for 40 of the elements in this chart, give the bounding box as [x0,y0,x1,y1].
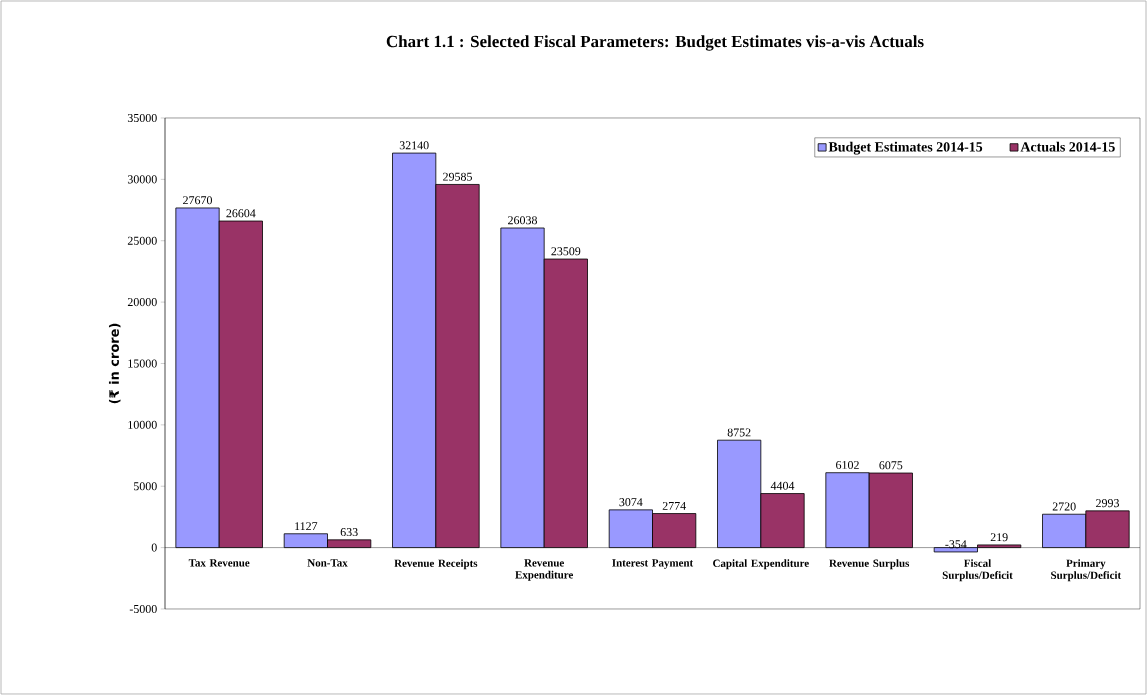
data-label: 3074 [619,498,643,507]
data-label: 219 [990,533,1008,542]
x-tick-label: Interest Payment [612,559,694,569]
data-label: 633 [340,528,358,537]
x-tick-label: Non-Tax [307,559,348,567]
legend-label: Actuals 2014-15 [1020,141,1115,152]
data-label: 29585 [443,172,472,181]
y-tick-label: 25000 [127,236,157,245]
data-label: 32140 [399,141,429,150]
y-tick-label: 10000 [128,420,157,429]
data-label: 2720 [1052,502,1076,511]
data-label: 8752 [727,428,751,437]
x-tick-label: Revenue Receipts [394,559,478,570]
y-tick-label: 5000 [134,482,157,491]
x-tick-label: Capital Expenditure [713,559,809,570]
data-label: 23509 [551,247,581,256]
y-tick-label: -5000 [129,604,157,614]
x-tick-label: Fiscal Surplus/Deficit [942,559,1013,582]
x-tick-label: Revenue Surplus [829,559,910,570]
data-label: 6102 [836,460,859,469]
legend-label: Budget Estimates 2014-15 [828,141,983,155]
y-tick-label: 20000 [127,298,157,307]
x-tick-label: Tax Revenue [188,559,250,567]
data-label: 26038 [508,216,537,225]
data-label: 1127 [295,522,318,531]
y-tick-label: 0 [151,543,157,552]
y-axis-title: (₹ in crore) [108,323,121,404]
data-label: 27670 [183,196,212,205]
data-label: 4404 [770,481,795,490]
data-label: 2774 [662,501,686,510]
data-label: 2993 [1096,499,1119,508]
x-tick-label: Revenue Expenditure [515,559,574,581]
chart-title: Chart 1.1 : Selected Fiscal Parameters: Budget Estimates vis-a-vis Actuals [386,35,924,51]
y-tick-label: 15000 [128,359,157,368]
y-tick-label: 35000 [127,113,157,123]
data-label: 26604 [226,209,256,218]
data-label: -354 [945,540,967,549]
x-tick-label: Primary Surplus/Deficit [1051,559,1122,582]
data-label: 6075 [879,461,903,470]
y-tick-label: 30000 [127,175,157,184]
